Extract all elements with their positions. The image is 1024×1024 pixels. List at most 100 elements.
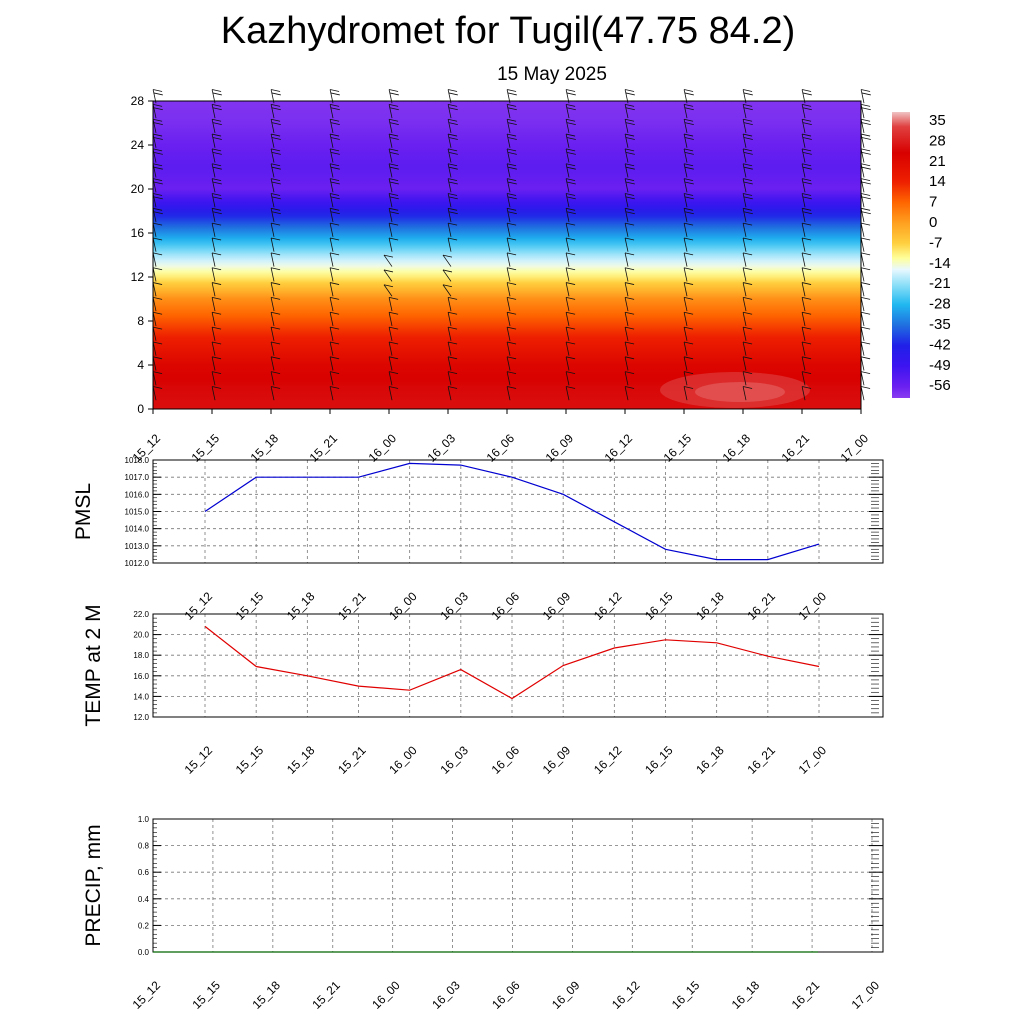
wind-barb	[211, 311, 222, 327]
y-tick-label: 1016.0	[125, 490, 150, 499]
wind-barb	[801, 252, 812, 267]
x-tick-label: 16_12	[591, 589, 625, 623]
wind-barb	[447, 356, 458, 371]
x-tick-label: 15_21	[335, 743, 369, 777]
wind-barb	[388, 163, 399, 178]
wind-barb	[860, 282, 871, 297]
wind-barb	[270, 371, 281, 386]
wind-barb	[624, 237, 635, 252]
wind-barb	[329, 326, 340, 341]
wind-barb	[506, 163, 517, 178]
x-tick-label: 16_00	[369, 978, 403, 1012]
wind-barb	[860, 222, 871, 237]
x-tick-label: 16_06	[489, 978, 523, 1012]
x-tick-label: 15_18	[284, 589, 318, 623]
wind-barb	[447, 163, 458, 178]
wind-barb	[565, 163, 576, 178]
wind-barb	[388, 237, 399, 252]
wind-barb	[860, 103, 871, 119]
wind-barb	[683, 371, 694, 386]
wind-barb	[152, 267, 163, 282]
wind-barb	[152, 163, 163, 178]
wind-barb	[211, 267, 222, 282]
wind-barb	[801, 237, 812, 252]
y-tick-label: 12.0	[133, 713, 149, 722]
wind-barb	[329, 282, 340, 297]
wind-barb	[388, 133, 399, 148]
wind-barb	[388, 118, 399, 133]
wind-barb	[683, 297, 694, 312]
wind-barb	[329, 237, 340, 252]
chart-title: Kazhydromet for Tugil(47.75 84.2)	[220, 10, 796, 52]
wind-barb	[565, 237, 576, 252]
wind-barb	[624, 133, 635, 148]
wind-barb	[506, 148, 517, 163]
wind-barb	[683, 311, 694, 327]
wind-barb	[860, 356, 871, 371]
wind-barb	[742, 207, 753, 223]
wind-barb	[624, 386, 635, 401]
wind-barb	[801, 386, 812, 401]
wind-barb	[624, 163, 635, 178]
y-tick-label: 1015.0	[125, 508, 150, 517]
x-tick-label: 15_15	[190, 978, 224, 1012]
wind-barb	[270, 178, 281, 193]
y-tick-label: 24	[131, 138, 145, 152]
wind-barb	[801, 207, 812, 223]
x-tick-label: 16_15	[642, 743, 676, 777]
wind-barb	[152, 193, 163, 208]
wind-barb	[624, 103, 635, 119]
pmsl-grid	[153, 459, 883, 564]
wind-barb	[447, 193, 458, 208]
wind-barb	[683, 341, 694, 356]
colorbar-label: 35	[929, 112, 946, 129]
wind-barb	[565, 178, 576, 193]
wind-barb	[447, 326, 458, 341]
precip-grid	[152, 818, 883, 953]
wind-barb	[683, 252, 694, 267]
wind-barb	[152, 148, 163, 163]
wind-barb	[506, 282, 517, 297]
wind-barb	[447, 133, 458, 148]
wind-barb	[742, 222, 753, 237]
wind-barb	[506, 193, 517, 208]
pmsl-panel: 1012.0 1013.0 1014.0 1015.0 1016.0 1017.0 1018…	[72, 456, 884, 623]
x-tick-label: 16_06	[489, 743, 523, 777]
x-tick-label: 17_00	[849, 978, 883, 1012]
wind-barb	[211, 282, 222, 297]
wind-barb	[270, 103, 281, 119]
wind-barb	[683, 326, 694, 341]
wind-barb	[211, 163, 222, 178]
wind-barb	[506, 341, 517, 356]
temp2m-grid	[153, 613, 883, 718]
x-tick-label: 16_00	[386, 743, 420, 777]
temp2m-ylabel: TEMP at 2 M	[82, 604, 105, 726]
x-tick-label: 16_12	[591, 743, 625, 777]
colorbar-label: -21	[929, 275, 951, 292]
wind-barb	[860, 163, 871, 178]
wind-barb	[329, 297, 340, 312]
wind-barb	[801, 103, 812, 119]
wind-barb	[270, 267, 281, 282]
wind-barb	[860, 267, 871, 282]
colorbar-label: 0	[929, 214, 937, 231]
wind-barb	[860, 178, 871, 193]
wind-barb	[211, 148, 222, 163]
wind-barb	[742, 371, 753, 386]
y-tick-label: 8	[137, 314, 144, 328]
x-tick-label: 16_12	[609, 978, 643, 1012]
wind-barb	[270, 326, 281, 341]
wind-barb	[388, 207, 399, 223]
wind-barb	[152, 103, 163, 119]
wind-barb	[329, 311, 340, 327]
wind-barb	[270, 297, 281, 312]
wind-barb	[506, 178, 517, 193]
wind-barb	[152, 386, 163, 401]
x-tick-label: 17_00	[796, 743, 830, 777]
wind-barb	[742, 267, 753, 282]
wind-barb	[565, 222, 576, 237]
wind-barb	[860, 118, 871, 133]
wind-barb	[270, 386, 281, 401]
colorbar: 35 28 21 14 7 0 -7 -14 -21 -28 -35 -42 -49 -56	[892, 112, 951, 398]
wind-barb	[624, 356, 635, 371]
